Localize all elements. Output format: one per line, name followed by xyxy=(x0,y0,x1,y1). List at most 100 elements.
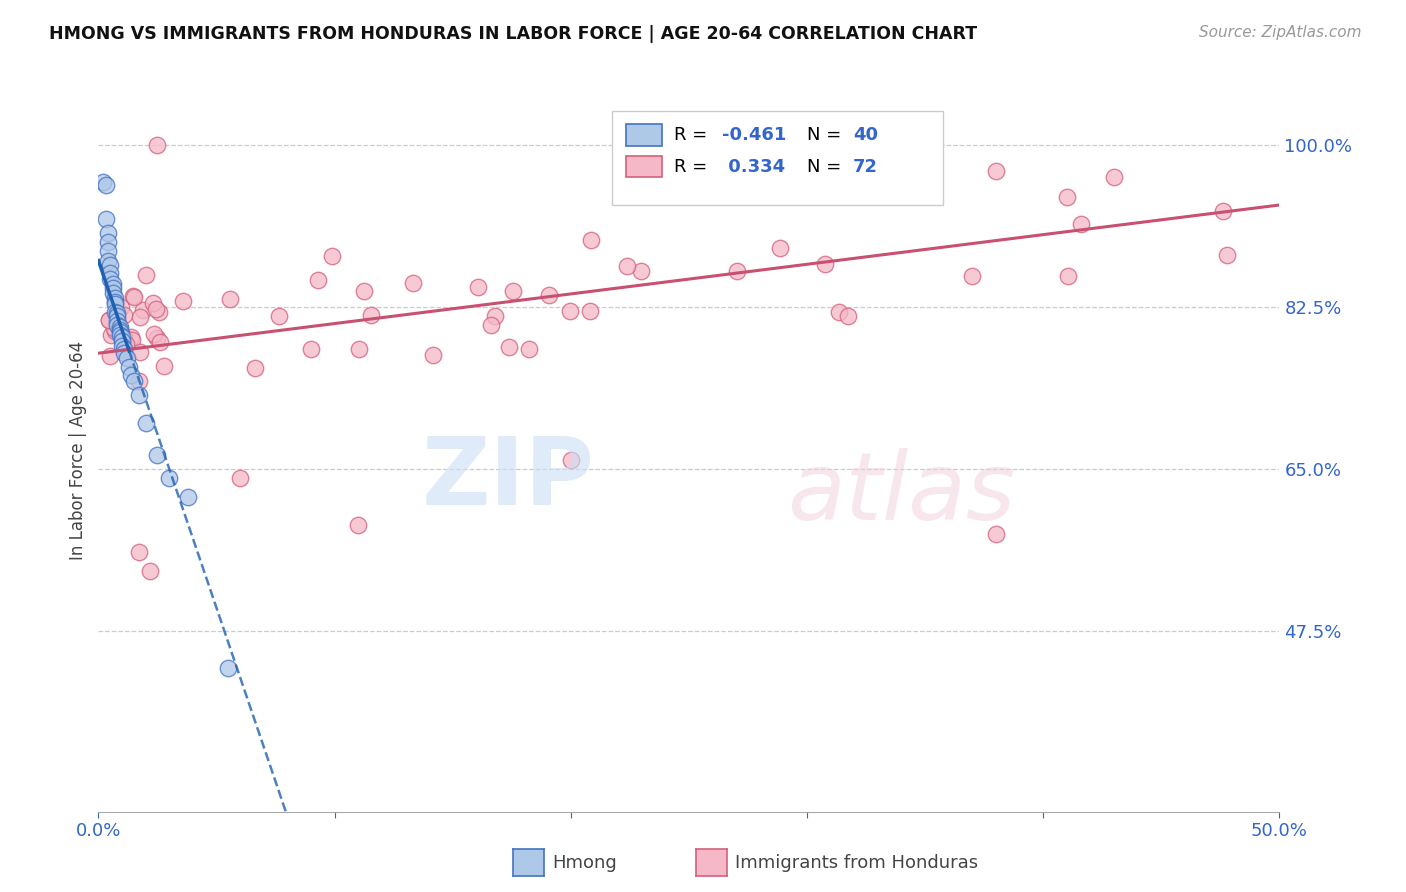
Point xyxy=(229,471,252,485)
Text: -0.461: -0.461 xyxy=(723,126,786,144)
Point xyxy=(118,360,141,375)
Point xyxy=(108,325,131,339)
Point xyxy=(402,276,425,290)
Point xyxy=(108,323,131,337)
Point xyxy=(146,331,169,345)
Point xyxy=(97,226,120,240)
Point xyxy=(1102,170,1125,185)
Point xyxy=(217,661,239,675)
Point xyxy=(347,342,370,356)
Point xyxy=(828,305,851,319)
Point xyxy=(97,312,120,326)
Point xyxy=(353,284,375,298)
Point xyxy=(148,304,170,318)
Text: N =: N = xyxy=(807,126,846,144)
Point xyxy=(94,211,117,226)
Point xyxy=(104,297,127,311)
Point xyxy=(243,360,266,375)
Point xyxy=(630,264,652,278)
Point xyxy=(101,285,124,300)
Point xyxy=(725,264,748,278)
Point xyxy=(101,277,124,291)
Point xyxy=(104,291,127,305)
Point xyxy=(108,327,131,342)
Point xyxy=(537,288,560,302)
Point xyxy=(347,517,370,532)
FancyBboxPatch shape xyxy=(612,111,943,205)
Point xyxy=(502,284,524,298)
Point xyxy=(172,293,194,308)
Point xyxy=(219,292,242,306)
Point xyxy=(111,334,134,348)
Point xyxy=(101,281,124,295)
Point xyxy=(984,526,1007,541)
Point xyxy=(105,309,128,323)
Point xyxy=(149,334,172,349)
Point xyxy=(560,303,582,318)
Point xyxy=(124,290,146,304)
Point xyxy=(98,266,121,280)
Point xyxy=(1212,204,1234,219)
Point xyxy=(128,388,150,402)
Point xyxy=(560,452,582,467)
Point xyxy=(103,321,125,335)
Point xyxy=(616,259,638,273)
Text: R =: R = xyxy=(673,126,713,144)
Point xyxy=(360,308,382,322)
FancyBboxPatch shape xyxy=(626,124,662,145)
Text: ZIP: ZIP xyxy=(422,434,595,525)
Point xyxy=(105,314,128,328)
Y-axis label: In Labor Force | Age 20-64: In Labor Force | Age 20-64 xyxy=(69,341,87,560)
Point xyxy=(115,351,138,365)
Point xyxy=(837,309,859,323)
Point xyxy=(145,302,167,317)
Point xyxy=(105,318,128,333)
Point xyxy=(97,235,120,249)
Text: 72: 72 xyxy=(853,158,879,176)
Point xyxy=(111,339,134,353)
Point xyxy=(467,280,489,294)
Point xyxy=(104,304,127,318)
Point xyxy=(128,545,150,559)
Point xyxy=(104,295,127,310)
Point xyxy=(142,296,165,310)
Point xyxy=(517,342,540,356)
Point xyxy=(98,349,121,363)
Point xyxy=(307,272,329,286)
Point xyxy=(960,268,983,283)
Point xyxy=(129,345,152,359)
Point xyxy=(105,306,128,320)
Point xyxy=(111,329,134,343)
Point xyxy=(769,241,792,255)
Point xyxy=(267,309,290,323)
Point xyxy=(146,448,169,462)
Point xyxy=(814,257,837,271)
Point xyxy=(94,178,117,192)
Point xyxy=(98,258,121,272)
Point xyxy=(579,233,602,247)
Text: R =: R = xyxy=(673,158,713,176)
Point xyxy=(157,471,180,485)
Point xyxy=(132,302,155,317)
Point xyxy=(122,374,145,388)
Text: Source: ZipAtlas.com: Source: ZipAtlas.com xyxy=(1198,25,1361,40)
Text: 40: 40 xyxy=(853,126,879,144)
Point xyxy=(108,320,131,334)
Point xyxy=(97,244,120,259)
Point xyxy=(579,304,602,318)
Point xyxy=(122,288,145,302)
Point xyxy=(299,342,322,356)
Point xyxy=(321,249,343,263)
Text: Hmong: Hmong xyxy=(553,854,617,871)
Point xyxy=(105,312,128,326)
Point xyxy=(135,416,157,430)
Point xyxy=(100,327,122,342)
Point xyxy=(112,308,135,322)
Point xyxy=(112,342,135,356)
Point xyxy=(422,348,444,362)
Point xyxy=(97,253,120,268)
Point xyxy=(112,346,135,360)
Point xyxy=(139,564,162,578)
Text: atlas: atlas xyxy=(787,449,1015,540)
Point xyxy=(98,272,121,286)
